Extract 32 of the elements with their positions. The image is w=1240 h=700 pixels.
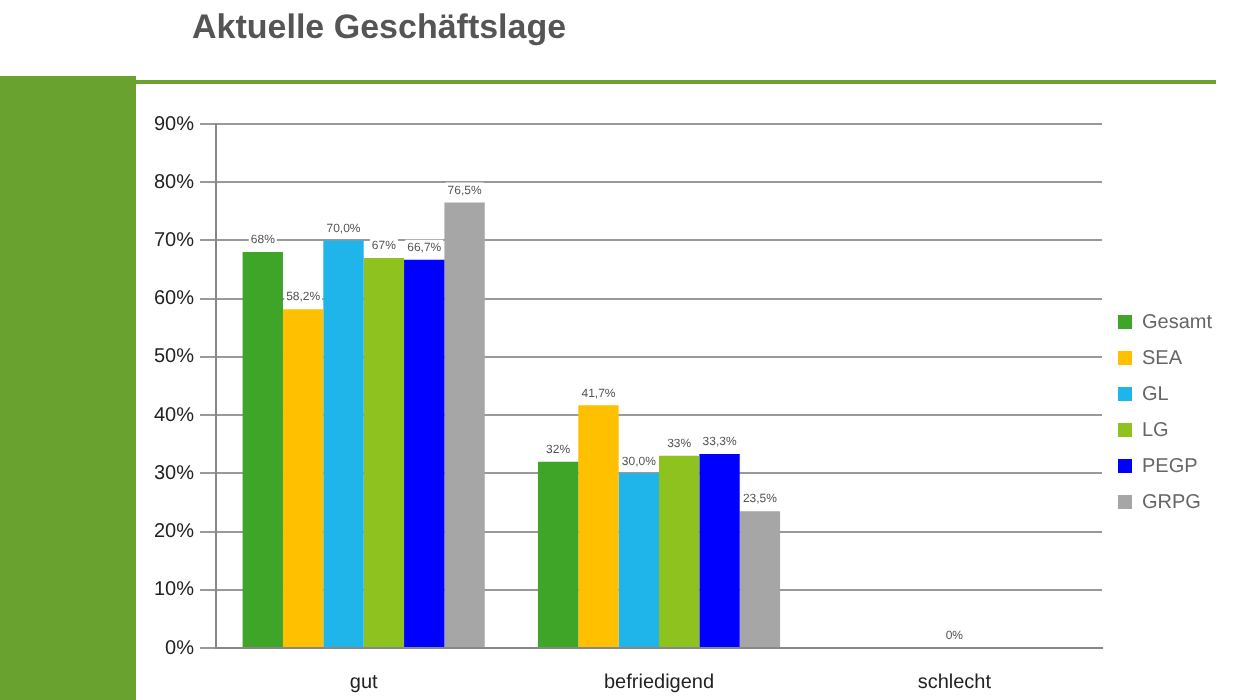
bar <box>699 454 740 647</box>
bar <box>618 473 660 647</box>
y-tick-label: 60% <box>154 288 195 311</box>
bar <box>537 461 579 647</box>
x-tick-label: gut <box>349 671 379 694</box>
legend-label: GRPG <box>1141 491 1202 514</box>
chart-title: Aktuelle Geschäftslage <box>192 8 567 48</box>
bar <box>444 202 485 647</box>
bar <box>659 455 700 647</box>
bar <box>323 240 364 647</box>
bar <box>363 257 405 647</box>
y-tick-label: 80% <box>154 171 195 194</box>
y-tick-label: 30% <box>154 462 195 485</box>
bar <box>242 252 283 647</box>
legend-label: SEA <box>1141 347 1183 370</box>
y-tick-label: 0% <box>165 637 195 660</box>
y-tick-label: 20% <box>154 521 195 544</box>
bar <box>739 511 781 647</box>
x-tick-label: schlecht <box>917 671 992 694</box>
legend-label: PEGP <box>1141 455 1199 478</box>
legend-label: Gesamt <box>1141 311 1213 334</box>
y-tick-label: 90% <box>154 113 195 136</box>
y-tick-label: 50% <box>154 346 195 369</box>
legend-label: GL <box>1141 383 1170 406</box>
y-tick-label: 40% <box>154 404 195 427</box>
legend-label: LG <box>1141 419 1170 442</box>
bar <box>282 309 324 647</box>
y-tick-label: 10% <box>154 579 195 602</box>
x-tick-label: befriedigend <box>603 671 715 694</box>
bar <box>578 405 619 647</box>
bar <box>404 259 445 647</box>
y-tick-label: 70% <box>154 229 195 252</box>
